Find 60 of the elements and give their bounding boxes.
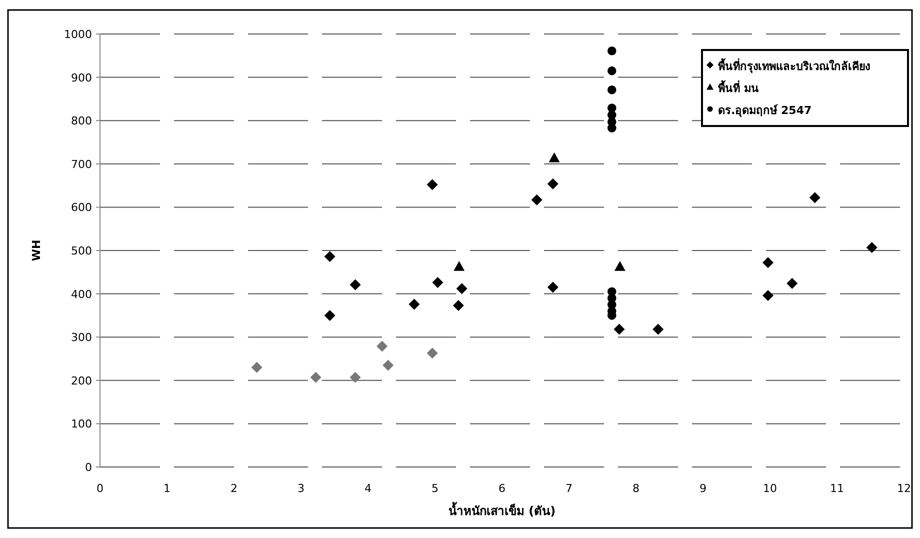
point (547, 282, 558, 293)
point (452, 300, 464, 311)
x-axis-title: น้ำหนักเสาเข็ม (ตัน) (448, 501, 556, 518)
point (376, 340, 388, 352)
point (432, 277, 444, 288)
point (350, 279, 361, 290)
point (614, 261, 626, 271)
legend-label: ดร.อุดมฤกษ์ 2547 (718, 104, 812, 118)
point (548, 152, 560, 162)
x-tick-label: 10 (763, 482, 777, 495)
point (614, 324, 625, 335)
y-tick-label: 700 (71, 158, 92, 171)
point (531, 194, 542, 206)
point (426, 348, 438, 359)
point (408, 298, 420, 310)
point (786, 278, 798, 289)
point (762, 290, 774, 302)
point (652, 324, 664, 335)
x-tick-label: 7 (566, 482, 572, 495)
point (809, 192, 820, 204)
y-tick-label: 300 (71, 331, 92, 344)
point (310, 372, 322, 383)
y-tick-label: 100 (71, 418, 92, 431)
point (456, 283, 468, 294)
legend-label: พื้นที่ มน (718, 80, 759, 95)
point (324, 310, 336, 321)
point (607, 66, 616, 76)
legend-label: พื้นที่กรุงเทพและบริเวณใกล้เคียง (718, 58, 870, 74)
x-tick-label: 8 (632, 482, 640, 495)
y-tick-label: 200 (71, 374, 92, 388)
point (251, 362, 262, 373)
x-tick-label: 12 (897, 482, 911, 495)
x-tick-label: 1 (164, 482, 170, 495)
point (607, 124, 616, 132)
x-tick-label: 3 (298, 482, 304, 495)
y-tick-label: 1000 (64, 28, 92, 41)
x-tick-label: 6 (498, 482, 506, 495)
x-tick-label: 4 (364, 482, 372, 495)
x-tick-label: 0 (96, 482, 104, 495)
point (547, 178, 558, 190)
point (324, 251, 336, 262)
x-tick-label: 11 (830, 482, 844, 495)
y-axis-title: WH (30, 240, 43, 262)
point (382, 360, 394, 371)
x-tick-label: 9 (700, 482, 706, 495)
point (866, 242, 878, 253)
point (607, 85, 616, 94)
point (426, 179, 438, 190)
y-tick-label: 600 (71, 201, 92, 214)
x-tick-label: 5 (432, 482, 438, 495)
point (762, 257, 774, 268)
point (350, 372, 361, 383)
y-tick-label: 500 (71, 244, 92, 258)
y-tick-label: 0 (85, 461, 92, 474)
y-tick-label: 900 (71, 71, 92, 84)
x-tick-label: 2 (230, 482, 238, 495)
point (607, 46, 616, 56)
y-tick-label: 400 (71, 288, 92, 301)
point (454, 261, 465, 271)
y-tick-label: 800 (71, 114, 92, 128)
